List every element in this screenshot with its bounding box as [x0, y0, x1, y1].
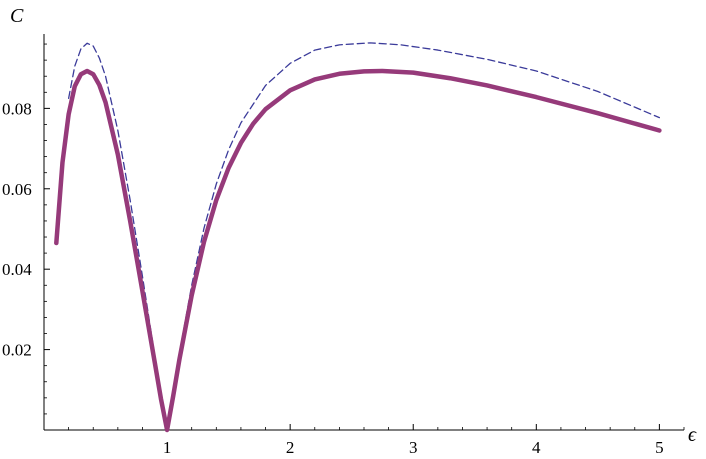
- x-tick-label: 4: [532, 438, 541, 457]
- tick-marks: [44, 43, 685, 430]
- x-tick-label: 1: [163, 438, 172, 457]
- series-lines: [54, 42, 662, 433]
- y-axis-label: C: [10, 5, 24, 27]
- x-tick-label: 3: [409, 438, 418, 457]
- y-tick-label: 0.08: [2, 99, 32, 118]
- solid-series-line: [54, 68, 662, 433]
- tick-labels: 1 2 3 4 5 0.02 0.04 0.06 0.08: [2, 99, 664, 457]
- x-tick-label: 2: [286, 438, 295, 457]
- dashed-series-line: [67, 42, 661, 431]
- x-tick-label: 5: [655, 438, 664, 457]
- y-tick-label: 0.06: [2, 180, 32, 199]
- x-axis-label: ϵ: [688, 424, 697, 446]
- y-tick-label: 0.02: [2, 341, 32, 360]
- y-tick-label: 0.04: [2, 260, 32, 279]
